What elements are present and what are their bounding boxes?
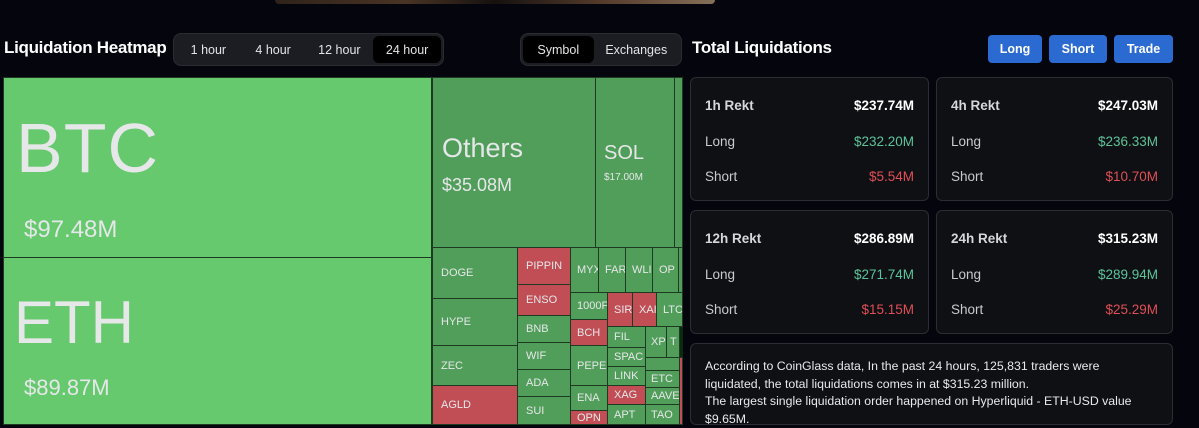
tile-aave[interactable]: AAVE — [645, 387, 680, 405]
long-label: Long — [951, 134, 982, 149]
view-mode-selector: Symbol Exchanges — [520, 33, 682, 66]
tile-value: $17.00M — [604, 172, 643, 183]
liquidation-summary: According to CoinGlass data, In the past… — [690, 343, 1173, 426]
card-label: 4h Rekt — [951, 98, 1000, 113]
heatmap-title: Liquidation Heatmap — [4, 38, 167, 57]
tile-fil[interactable]: FIL — [607, 326, 646, 348]
tile-unlabeled[interactable] — [678, 247, 683, 293]
tile-apt[interactable]: APT — [607, 404, 646, 425]
short-value: $15.15M — [861, 302, 914, 317]
tile-spac[interactable]: SPAC — [607, 347, 646, 367]
tile-ada[interactable]: ADA — [517, 369, 571, 397]
tab-24-hour[interactable]: 24 hour — [373, 36, 441, 63]
total-liquidations-title: Total Liquidations — [692, 38, 832, 57]
tile-symbol: BTC — [16, 109, 159, 187]
summary-line-1: According to CoinGlass data, In the past… — [705, 359, 1100, 391]
tile-xai[interactable]: XAI — [632, 292, 657, 327]
card-total: $286.89M — [853, 231, 914, 246]
tab-1-hour[interactable]: 1 hour — [190, 42, 227, 57]
tile-enso[interactable]: ENSO — [517, 284, 571, 316]
short-value: $25.29M — [1105, 302, 1158, 317]
tile-far[interactable]: FAR — [598, 247, 626, 293]
long-label: Long — [705, 134, 736, 149]
tile-ena[interactable]: ENA — [570, 385, 608, 411]
short-label: Short — [705, 169, 738, 184]
time-range-selector: 1 hour 4 hour 12 hour 24 hour — [173, 33, 444, 66]
short-label: Short — [951, 302, 984, 317]
long-button[interactable]: Long — [988, 35, 1042, 63]
short-button[interactable]: Short — [1049, 35, 1107, 63]
long-value: $232.20M — [853, 134, 914, 149]
tab-12-hour[interactable]: 12 hour — [318, 42, 361, 57]
card-total: $315.23M — [1097, 231, 1158, 246]
short-value: $10.70M — [1105, 169, 1158, 184]
tile-eth[interactable]: ETH $89.87M — [3, 257, 432, 425]
card-total: $237.74M — [853, 98, 914, 113]
tile-sol[interactable]: SOL $17.00M — [595, 77, 675, 248]
tile-1000p[interactable]: 1000P — [570, 292, 608, 320]
tab-4-hour[interactable]: 4 hour — [255, 42, 291, 57]
tile-etc[interactable]: ETC — [645, 370, 680, 388]
rekt-card-4h: 4h Rekt $247.03M Long $236.33M Short $10.70… — [936, 77, 1173, 201]
tile-unlabeled[interactable] — [645, 357, 680, 371]
tile-op[interactable]: OP — [652, 247, 679, 293]
rekt-card-12h: 12h Rekt $286.89M Long $271.74M Short $15.1… — [690, 210, 929, 334]
tile-symbol: SOL — [604, 142, 645, 164]
tile-unlabeled[interactable] — [679, 357, 683, 425]
long-value: $289.94M — [1097, 267, 1158, 282]
tile-opn[interactable]: OPN — [570, 410, 608, 425]
long-label: Long — [951, 267, 982, 282]
long-value: $271.74M — [853, 267, 914, 282]
tile-xp[interactable]: XP — [645, 326, 667, 358]
tile-value: $35.08M — [442, 175, 513, 195]
tile-zec[interactable]: ZEC — [432, 345, 518, 386]
tile-bnb[interactable]: BNB — [517, 315, 571, 343]
tile-link[interactable]: LINK — [607, 366, 646, 386]
short-value: $5.54M — [868, 169, 914, 184]
rekt-card-1h: 1h Rekt $237.74M Long $232.20M Short $5.54M — [690, 77, 929, 201]
long-value: $236.33M — [1097, 134, 1158, 149]
tile-sir[interactable]: SIR — [607, 292, 633, 327]
tab-symbol[interactable]: Symbol — [523, 36, 594, 63]
trade-button[interactable]: Trade — [1114, 35, 1173, 63]
short-label: Short — [951, 169, 984, 184]
tile-pepe[interactable]: PEPE — [570, 345, 608, 386]
rekt-card-24h: 24h Rekt $315.23M Long $289.94M Short $25.2… — [936, 210, 1173, 334]
short-label: Short — [705, 302, 738, 317]
tile-myx[interactable]: MYX — [570, 247, 599, 293]
tile-symbol: ETH — [14, 289, 134, 356]
tile-unlabeled[interactable] — [674, 77, 683, 248]
tile-pippin[interactable]: PIPPIN — [517, 247, 571, 285]
tile-xag[interactable]: XAG — [607, 385, 646, 405]
tile-sui[interactable]: SUI — [517, 396, 571, 425]
tile-ltc[interactable]: LTC — [656, 292, 683, 327]
tile-btc[interactable]: BTC $97.48M — [3, 77, 432, 258]
liquidation-heatmap: BTC $97.48M ETH $89.87M Others $35.08M S… — [3, 77, 683, 425]
card-label: 1h Rekt — [705, 98, 754, 113]
tile-value: $97.48M — [24, 216, 118, 243]
top-banner-image — [275, 0, 715, 4]
tile-t[interactable]: T — [666, 326, 680, 358]
card-label: 24h Rekt — [951, 231, 1008, 246]
tile-bch[interactable]: BCH — [570, 319, 608, 346]
tile-wli[interactable]: WLI — [625, 247, 653, 293]
tile-symbol: Others — [442, 133, 524, 163]
tile-others[interactable]: Others $35.08M — [432, 77, 596, 248]
tile-value: $89.87M — [24, 375, 110, 400]
tile-wif[interactable]: WIF — [517, 342, 571, 370]
tile-hype[interactable]: HYPE — [432, 298, 518, 346]
tab-exchanges[interactable]: Exchanges — [605, 42, 668, 57]
long-label: Long — [705, 267, 736, 282]
tile-tao[interactable]: TAO — [645, 404, 680, 425]
tile-agld[interactable]: AGLD — [432, 385, 518, 425]
tile-doge[interactable]: DOGE — [432, 247, 518, 299]
card-label: 12h Rekt — [705, 231, 762, 246]
summary-line-2: The largest single liquidation order hap… — [705, 394, 1132, 426]
card-total: $247.03M — [1097, 98, 1158, 113]
